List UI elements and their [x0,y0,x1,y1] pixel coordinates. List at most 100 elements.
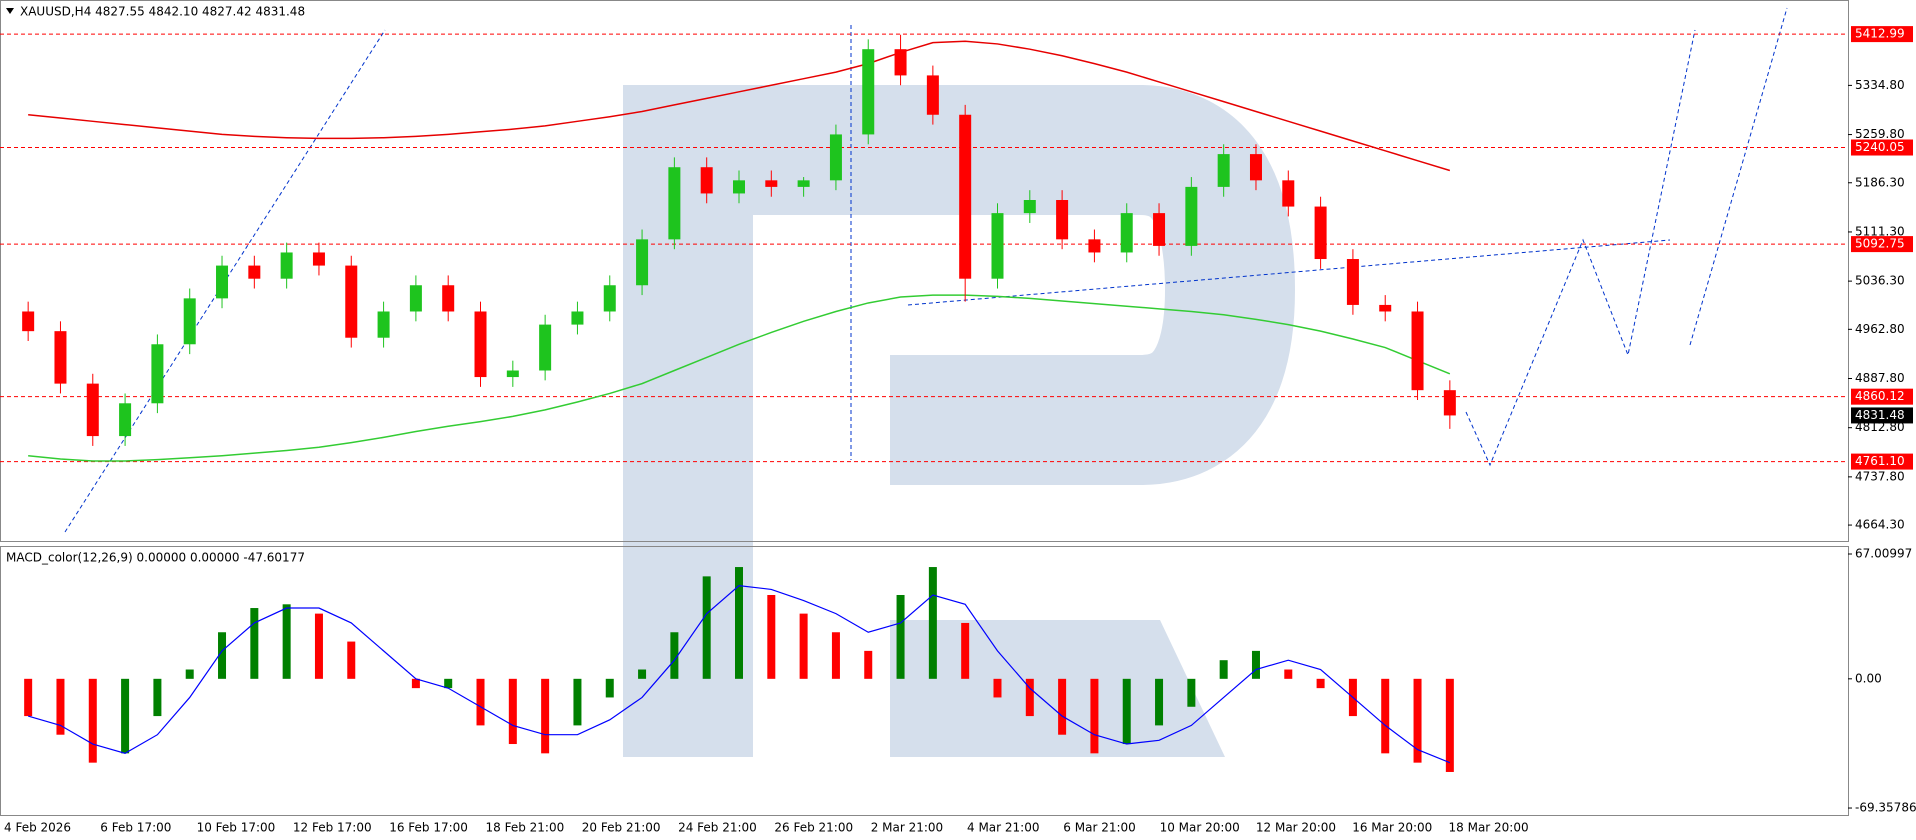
candle-body [765,180,778,187]
candle-body [862,49,875,135]
candle-body [86,383,99,437]
macd-title: MACD_color(12,26,9) 0.00000 0.00000 -47.… [6,551,305,565]
candle-body [797,180,810,187]
macd-bar [541,678,550,754]
candle-body [571,311,584,325]
forecast-path [1465,29,1696,467]
candle-body [1411,311,1424,391]
main-panel [0,0,1849,542]
candle-body [926,75,939,115]
chart-title: XAUUSD,H4 4827.55 4842.10 4827.42 4831.4… [20,5,305,19]
watermark [623,85,1296,757]
x-tick-label: 10 Feb 17:00 [197,821,276,835]
y-tick-label: 5259.80 [1855,127,1905,141]
macd-bar [896,594,905,679]
candle-body [539,324,552,371]
x-tick-label: 12 Feb 17:00 [293,821,372,835]
y-tick-label: 0.00 [1855,671,1882,685]
y-tick-label: -69.35786 [1855,801,1916,815]
level-label-box [1851,388,1913,405]
x-tick-label: 18 Mar 20:00 [1449,821,1529,835]
candle-body [733,180,745,194]
candle-body [959,114,972,279]
macd-bar [88,678,97,763]
macd-bar [1187,678,1196,707]
moving-average [28,294,1451,462]
candle-body [668,167,681,240]
macd-bar [250,608,259,679]
candle-body [636,239,649,286]
candle-body [1153,213,1166,246]
candle-body [1056,200,1069,240]
candle-body [377,311,390,338]
candle-body [1185,186,1198,246]
x-tick-label: 16 Mar 20:00 [1352,821,1432,835]
macd-bar [1284,669,1293,679]
x-tick-label: 10 Mar 20:00 [1160,821,1240,835]
watermark-leg [890,620,1225,757]
candle-body [506,370,519,378]
candle-body [22,311,35,332]
candle-body [991,213,1004,279]
moving-average [28,40,1451,172]
macd-bar [1058,678,1067,735]
last-price-label: 4831.48 [1855,408,1905,422]
macd-bar [993,678,1002,698]
macd-bar [282,604,291,679]
macd-bar [508,678,517,745]
candle-body [248,265,261,279]
macd-bar [347,641,356,679]
level-label: 5240.05 [1855,140,1905,154]
level-label: 5092.75 [1855,237,1905,251]
macd-bar [1122,678,1131,745]
y-tick-label: 4737.80 [1855,469,1905,483]
macd-bar [185,669,194,679]
level-label-box [1851,139,1913,156]
macd-bar [638,669,647,679]
candle-body [1443,390,1456,416]
level-label-box [1851,236,1913,253]
x-tick-label: 18 Feb 21:00 [486,821,565,835]
candle-body [894,49,907,76]
macd-bar [928,567,937,679]
macd-bar [831,632,840,679]
y-tick-label: 4664.30 [1855,518,1905,532]
watermark-loop [752,85,1296,485]
candle-body [409,285,422,312]
macd-bar [444,678,453,689]
y-tick-label: 5111.30 [1855,224,1905,238]
candle-body [280,252,293,279]
candle-body [345,265,358,338]
watermark-bar [623,85,753,757]
candle-body [119,403,132,437]
level-label-box [1851,453,1913,470]
macd-bar [799,613,808,679]
candle-body [1282,180,1295,207]
candle-body [54,331,67,384]
macd-bar [121,678,130,754]
macd-bar [961,622,970,679]
macd-bar [864,650,873,679]
collapse-icon[interactable] [6,8,14,14]
macd-bar [314,613,323,679]
candle-body [1217,154,1230,187]
x-tick-label: 4 Mar 21:00 [967,821,1040,835]
macd-bar [218,632,227,679]
macd-bar [1316,678,1325,689]
candle-body [474,311,487,378]
macd-bar [1381,678,1390,754]
x-tick-label: 16 Feb 17:00 [389,821,468,835]
y-tick-label: 4812.80 [1855,420,1905,434]
x-tick-label: 20 Feb 21:00 [582,821,661,835]
y-tick-label: 5186.30 [1855,175,1905,189]
y-tick-label: 4962.80 [1855,322,1905,336]
candle-body [829,134,842,181]
candle-body [183,298,196,345]
x-tick-label: 24 Feb 21:00 [678,821,757,835]
macd-bar [605,678,614,698]
level-label: 5412.99 [1855,27,1905,41]
candle-body [442,285,455,312]
macd-bar [1251,650,1260,679]
